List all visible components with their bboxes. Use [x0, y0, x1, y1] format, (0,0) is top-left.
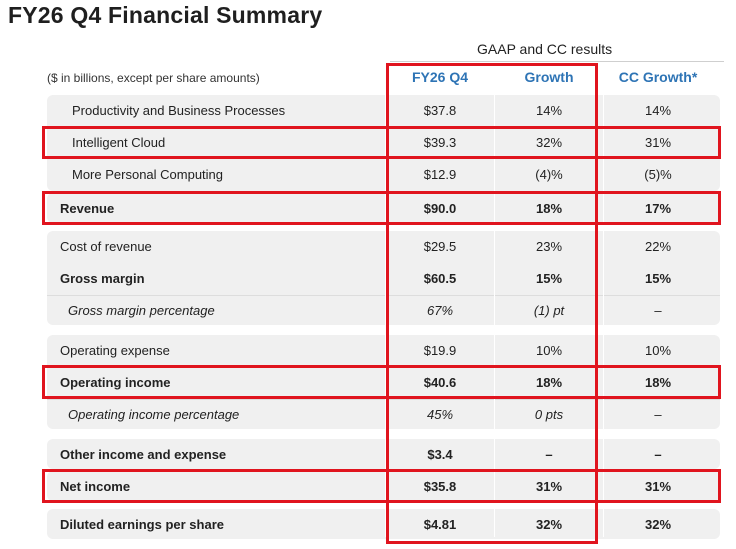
value-cell: 45% [426, 407, 454, 422]
growth-cell: 23% [535, 239, 563, 254]
row-label: Productivity and Business Processes [72, 103, 286, 118]
cc-growth-cell: 10% [644, 343, 672, 358]
highlight-box-net-income [42, 469, 721, 503]
growth-cell: – [545, 447, 553, 462]
growth-cell: 18% [535, 201, 563, 216]
cc-growth-cell: 31% [644, 135, 672, 150]
operating-band [47, 335, 720, 429]
value-cell: $60.5 [423, 271, 457, 286]
table-row: Productivity and Business Processes $37.… [47, 95, 720, 125]
highlight-box-intelligent-cloud [42, 126, 721, 159]
growth-cell: 32% [535, 517, 563, 532]
column-header-growth: Growth [524, 69, 574, 85]
cc-growth-cell: (5)% [644, 167, 672, 182]
value-cell: $29.5 [423, 239, 457, 254]
growth-cell: (1) pt [533, 303, 565, 318]
units-note: ($ in billions, except per share amounts… [47, 71, 260, 85]
cc-growth-cell: 18% [644, 375, 672, 390]
row-divider [47, 295, 720, 296]
column-gutter [494, 62, 495, 537]
gross-margin-band [47, 231, 720, 325]
value-cell: $19.9 [423, 343, 457, 358]
eps-band [47, 509, 720, 539]
results-group-label: GAAP and CC results [477, 41, 613, 57]
cc-growth-cell: 14% [644, 103, 672, 118]
value-cell: 67% [426, 303, 454, 318]
value-cell: $39.3 [423, 135, 457, 150]
row-divider [47, 399, 720, 400]
row-label: Other income and expense [60, 447, 227, 462]
net-income-band [47, 471, 720, 501]
growth-cell: 14% [535, 103, 563, 118]
growth-cell: 10% [535, 343, 563, 358]
row-label: Operating income [60, 375, 171, 390]
page-title: FY26 Q4 Financial Summary [8, 2, 323, 28]
row-label: Net income [60, 479, 131, 494]
row-label: Operating expense [60, 343, 170, 358]
cc-growth-cell: 22% [644, 239, 672, 254]
cc-growth-cell: 15% [644, 271, 672, 286]
value-cell: $12.9 [423, 167, 457, 182]
value-cell: $40.6 [423, 375, 457, 390]
column-header-cc-growth: CC Growth* [618, 69, 698, 85]
row-label: Gross margin [60, 271, 145, 286]
table-row: Diluted earnings per share $4.81 32% 32% [47, 509, 720, 539]
cc-growth-cell: 32% [644, 517, 672, 532]
value-cell: $35.8 [423, 479, 457, 494]
growth-cell: (4)% [535, 167, 563, 182]
growth-cell: 18% [535, 375, 563, 390]
segment-band [47, 95, 720, 191]
cc-growth-cell: 31% [644, 479, 672, 494]
table-row: Revenue $90.0 18% 17% [47, 193, 720, 223]
cc-growth-cell: – [654, 407, 662, 422]
other-income-band [47, 439, 720, 469]
table-row: Operating expense $19.9 10% 10% [47, 335, 720, 365]
column-header-fy26-q4: FY26 Q4 [411, 69, 469, 85]
row-label: Cost of revenue [60, 239, 152, 254]
row-label: Operating income percentage [68, 407, 240, 422]
row-label: Diluted earnings per share [60, 517, 224, 532]
table-row: Gross margin percentage 67% (1) pt – [47, 295, 720, 325]
revenue-band [47, 193, 720, 223]
column-gutter [603, 62, 604, 537]
table-row: Operating income $40.6 18% 18% [47, 367, 720, 397]
value-cell: $37.8 [423, 103, 457, 118]
row-label: Gross margin percentage [68, 303, 215, 318]
value-cell: $4.81 [423, 517, 457, 532]
growth-cell: 0 pts [534, 407, 564, 422]
value-cell: $3.4 [427, 447, 453, 462]
row-label: More Personal Computing [72, 167, 224, 182]
table-row: Operating income percentage 45% 0 pts – [47, 399, 720, 429]
highlight-box-revenue [42, 191, 721, 225]
value-cell: $90.0 [423, 201, 457, 216]
highlight-box-operating-income [42, 365, 721, 399]
row-label: Revenue [60, 201, 115, 216]
row-label: Intelligent Cloud [72, 135, 166, 150]
table-row: Gross margin $60.5 15% 15% [47, 263, 720, 293]
table-row: Other income and expense $3.4 – – [47, 439, 720, 469]
table-row: Net income $35.8 31% 31% [47, 471, 720, 501]
header-divider [390, 61, 724, 62]
growth-cell: 31% [535, 479, 563, 494]
cc-growth-cell: – [654, 447, 662, 462]
table-row: Cost of revenue $29.5 23% 22% [47, 231, 720, 261]
table-row: More Personal Computing $12.9 (4)% (5)% [47, 159, 720, 189]
growth-cell: 15% [535, 271, 563, 286]
growth-cell: 32% [535, 135, 563, 150]
column-gutter [385, 62, 386, 537]
cc-growth-cell: – [654, 303, 662, 318]
table-row: Intelligent Cloud $39.3 32% 31% [47, 127, 720, 157]
cc-growth-cell: 17% [644, 201, 672, 216]
highlight-box-fy26-growth-columns [386, 63, 598, 544]
